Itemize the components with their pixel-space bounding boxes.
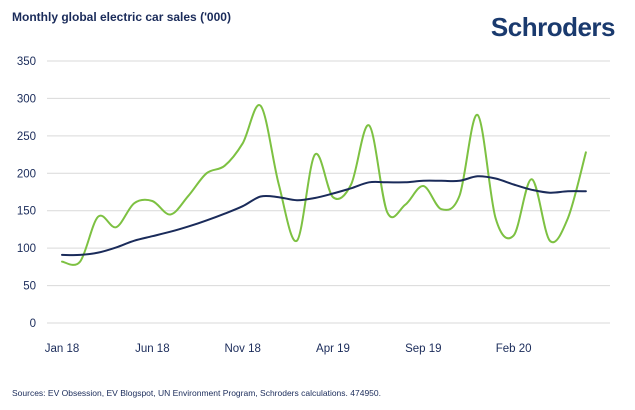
x-tick-label: Nov 18 bbox=[224, 343, 260, 355]
x-tick-label: Jun 18 bbox=[135, 343, 170, 355]
y-tick-label: 150 bbox=[17, 206, 36, 218]
y-tick-label: 350 bbox=[17, 56, 36, 68]
y-tick-label: 200 bbox=[17, 168, 36, 180]
x-tick-label: Apr 19 bbox=[316, 343, 350, 355]
x-tick-labels: Jan 18 Jun 18 Nov 18 Apr 19 Sep 19 Feb 20 bbox=[45, 343, 532, 355]
y-tick-label: 50 bbox=[23, 281, 36, 293]
chart-title: Monthly global electric car sales ('000) bbox=[12, 10, 231, 24]
x-tick-label: Feb 20 bbox=[496, 343, 532, 355]
y-tick-label: 300 bbox=[17, 93, 36, 105]
series-line-moving-average bbox=[61, 175, 587, 257]
source-note: Sources: EV Obsession, EV Blogspot, UN E… bbox=[12, 388, 381, 398]
x-tick-label: Jan 18 bbox=[45, 343, 80, 355]
gridlines bbox=[47, 60, 610, 324]
y-tick-label: 100 bbox=[17, 243, 36, 255]
x-tick-label: Sep 19 bbox=[405, 343, 441, 355]
y-tick-label: 250 bbox=[17, 131, 36, 143]
y-tick-labels: 0 50 100 150 200 250 300 350 bbox=[17, 56, 36, 330]
y-tick-label: 0 bbox=[30, 318, 36, 330]
schroders-logo: Schroders bbox=[490, 12, 616, 42]
series-line-monthly-sales bbox=[61, 104, 587, 266]
series-lines bbox=[61, 104, 587, 266]
